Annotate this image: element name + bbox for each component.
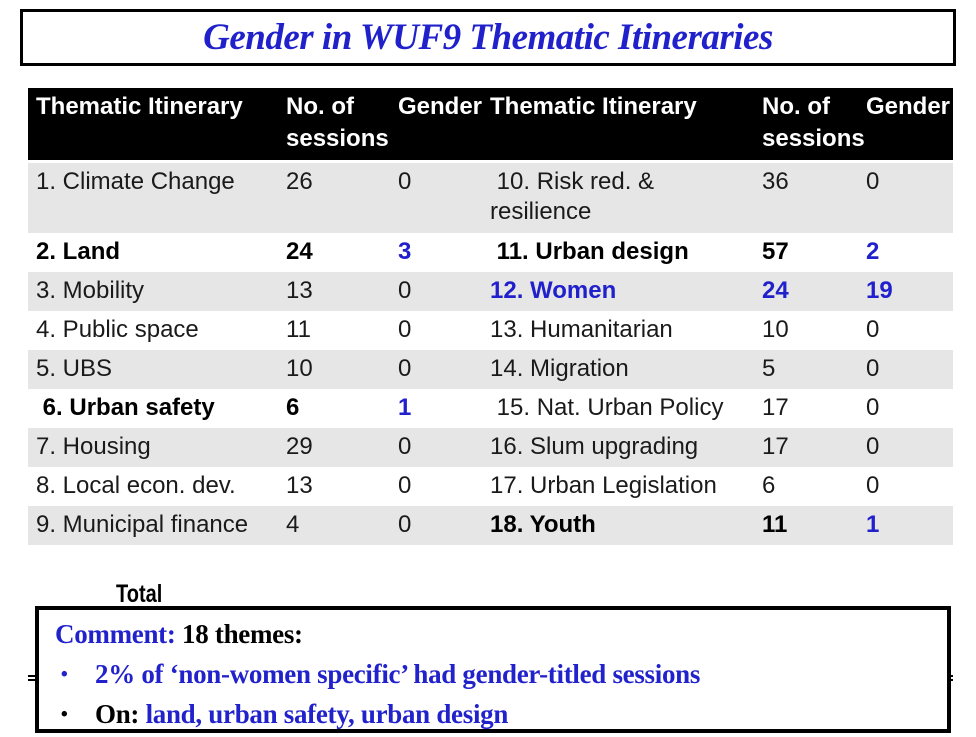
table-cell: 26 <box>278 161 390 233</box>
table-cell: 9. Municipal finance <box>28 506 278 545</box>
table-cell: 6. Urban safety <box>36 394 215 421</box>
table-cell: 3 <box>398 238 412 265</box>
column-header-theme-right: Thematic Itinerary <box>482 88 754 163</box>
comment-box: Comment: 18 themes: • 2% of ‘non-women s… <box>35 606 951 733</box>
table-cell: 11 <box>754 506 858 545</box>
table-cell: 0 <box>390 161 482 233</box>
table-cell: 0 <box>390 428 482 467</box>
table-cell: 13 <box>278 272 390 311</box>
table-cell: 0 <box>858 161 953 233</box>
page-title: Gender in WUF9 Thematic Itineraries <box>203 17 773 58</box>
comment-heading-text: 18 themes: <box>175 619 303 649</box>
table-cell: 4. Public space <box>36 316 199 343</box>
table-cell: 12. Women <box>482 272 754 311</box>
table-row: 5. UBS 10 0 14. Migration 5 0 <box>28 350 953 389</box>
table-cell: 2. Land <box>36 238 121 265</box>
table-cell: 10. Risk red. & resilience <box>482 161 754 233</box>
table-cell: 0 <box>858 350 953 389</box>
total-label: Total <box>116 580 163 608</box>
table-cell: 11. Urban design <box>490 238 689 265</box>
table-row: 3. Mobility 13 0 12. Women 24 19 <box>28 272 953 311</box>
table-cell: 5. UBS <box>28 350 278 389</box>
comment-bullet-1-text: 2% of ‘non-women specific’ had gender-ti… <box>95 659 701 689</box>
table-cell: 1 <box>858 506 953 545</box>
itineraries-table: Thematic Itinerary No. of sessions Gende… <box>28 88 953 681</box>
table-cell: 13. Humanitarian <box>490 316 673 343</box>
comment-bullet-2-prefix: On: <box>95 699 146 729</box>
table-row: 4. Public space 11 0 13. Humanitarian 10… <box>28 311 953 350</box>
title-box: Gender in WUF9 Thematic Itineraries <box>20 9 956 66</box>
table-header-row: Thematic Itinerary No. of sessions Gende… <box>28 88 953 163</box>
comment-heading: Comment: 18 themes: <box>55 618 937 651</box>
table-cell: 0 <box>858 428 953 467</box>
table-cell: 19 <box>858 272 953 311</box>
table-cell: 3. Mobility <box>28 272 278 311</box>
table-cell: 0 <box>866 316 880 343</box>
column-header-sessions-right: No. of sessions <box>754 88 865 163</box>
table-cell: 7. Housing <box>28 428 278 467</box>
table-row: 9. Municipal finance 4 0 18. Youth 11 1 <box>28 506 953 545</box>
table-cell: 10 <box>278 350 390 389</box>
comment-heading-label: Comment: <box>55 619 176 649</box>
table-cell: 24 <box>286 238 313 265</box>
comment-bullet-1: • 2% of ‘non-women specific’ had gender-… <box>49 658 937 691</box>
table-cell: 0 <box>390 506 482 545</box>
table-cell: 14. Migration <box>482 350 754 389</box>
table-cell: 24 <box>754 272 858 311</box>
table-cell: 1. Climate Change <box>28 161 278 233</box>
comment-bullet-2-themes: land, urban safety, urban design <box>145 699 509 729</box>
table-cell: 10 <box>762 316 789 343</box>
table-cell: 29 <box>278 428 390 467</box>
table-cell: 17. Urban Legislation <box>490 472 717 499</box>
table-cell: 16. Slum upgrading <box>482 428 754 467</box>
table-cell: 0 <box>866 394 880 421</box>
table-cell: 5 <box>754 350 858 389</box>
table-row: 7. Housing 29 0 16. Slum upgrading 17 0 <box>28 428 953 467</box>
column-header-sessions-left: No. of sessions <box>278 88 390 163</box>
table-cell: 8. Local econ. dev. <box>36 472 236 499</box>
table-row: 8. Local econ. dev. 13 0 17. Urban Legis… <box>28 467 953 506</box>
table-cell: 0 <box>398 472 412 499</box>
table-cell: 0 <box>398 316 412 343</box>
table-container: Thematic Itinerary No. of sessions Gende… <box>28 88 953 681</box>
table-cell: 11 <box>286 316 311 343</box>
table-cell: 0 <box>390 350 482 389</box>
comment-bullet-2-text: On: land, urban safety, urban design <box>95 698 508 731</box>
table-row: 6. Urban safety 6 1 15. Nat. Urban Polic… <box>28 389 953 428</box>
table-cell: 0 <box>390 272 482 311</box>
table-cell: 6 <box>286 394 300 421</box>
table-cell: 18. Youth <box>482 506 754 545</box>
table-row: 2. Land 24 3 11. Urban design 57 2 <box>28 233 953 272</box>
column-header-gender-left: Gender <box>390 88 482 163</box>
table-cell: 1 <box>398 394 412 421</box>
table-cell: 2 <box>866 238 880 265</box>
table-cell: 36 <box>754 161 858 233</box>
table-cell: 15. Nat. Urban Policy <box>490 394 724 421</box>
table-cell: 13 <box>286 472 313 499</box>
bullet-icon: • <box>61 664 68 685</box>
table-row: 1. Climate Change 26 0 10. Risk red. & r… <box>28 161 953 233</box>
comment-bullet-2: • On: land, urban safety, urban design <box>49 698 937 731</box>
table-cell: 17 <box>754 428 858 467</box>
bullet-icon: • <box>61 704 68 725</box>
column-header-gender-right: Gender <box>858 88 953 163</box>
column-header-theme-left: Thematic Itinerary <box>28 88 278 163</box>
table-cell: 6 <box>762 472 776 499</box>
table-cell: 17 <box>762 394 789 421</box>
table-cell: 0 <box>866 472 880 499</box>
table-cell: 4 <box>278 506 390 545</box>
table-cell: 57 <box>762 238 789 265</box>
